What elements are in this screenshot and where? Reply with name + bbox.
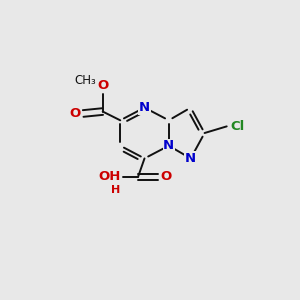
Text: O: O bbox=[70, 107, 81, 120]
Text: CH₃: CH₃ bbox=[74, 74, 96, 87]
Text: OH: OH bbox=[98, 170, 121, 184]
Text: Cl: Cl bbox=[230, 120, 244, 133]
Text: N: N bbox=[163, 139, 174, 152]
Text: N: N bbox=[139, 101, 150, 114]
Text: O: O bbox=[160, 170, 171, 184]
Text: N: N bbox=[185, 152, 196, 165]
Text: H: H bbox=[112, 185, 121, 195]
Text: O: O bbox=[97, 79, 108, 92]
